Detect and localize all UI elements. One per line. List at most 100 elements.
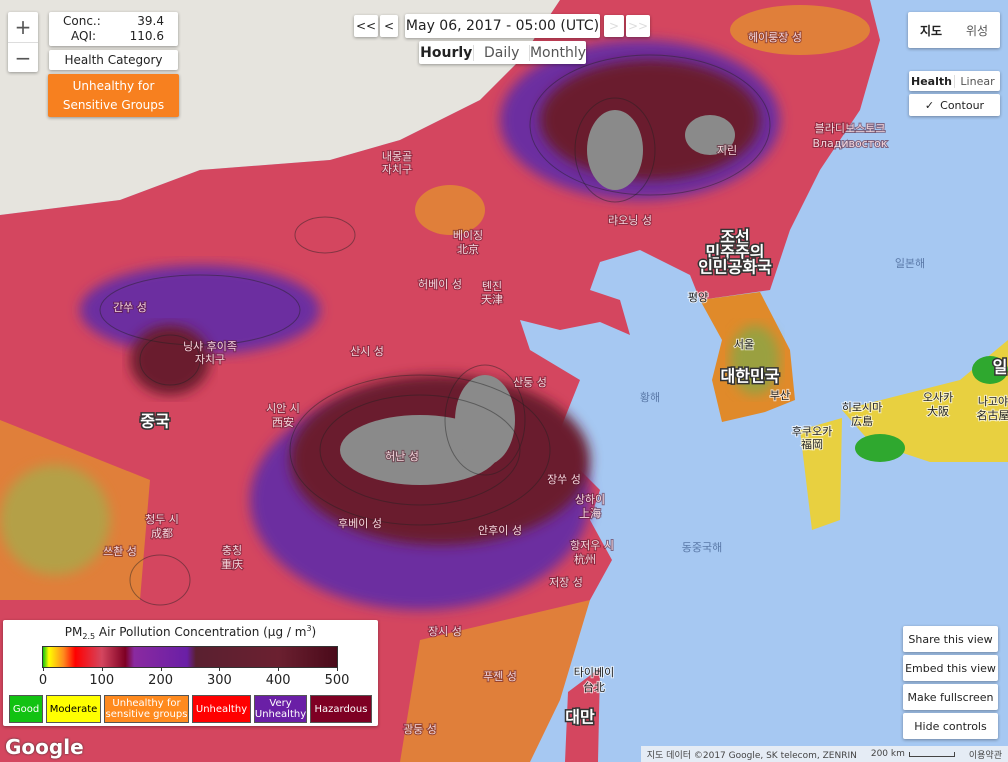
control-button[interactable]: Share this view [903, 626, 998, 652]
scale-line [908, 751, 955, 757]
google-logo: Google [5, 735, 84, 759]
legend-title-part: 3 [306, 624, 312, 633]
scale-tab[interactable]: Health [911, 74, 952, 88]
readout: Conc.: 39.4 AQI: 110.6 [49, 12, 178, 46]
place-label: 헤이룽장 성 [748, 31, 802, 44]
gray-peak [587, 110, 643, 190]
date: May 06, 2017 - 05:00 (UTC) [405, 14, 600, 38]
place-label: 福岡 [801, 437, 823, 451]
maroon [540, 60, 760, 180]
period-tabs: Hourly Daily Monthly [419, 41, 586, 64]
place-label: 히로시마 [842, 400, 882, 414]
category-mode[interactable]: Health Category [49, 50, 178, 70]
contour-toggle[interactable]: ✓ Contour [909, 94, 1000, 116]
map-type-tab[interactable]: 지도 [919, 23, 943, 38]
place-label: 上海 [579, 506, 601, 520]
control-button[interactable]: Embed this view [903, 655, 998, 681]
place-label: 평양 [688, 291, 708, 304]
place-label: 台北 [583, 680, 605, 694]
place-label: 조선 [720, 228, 749, 247]
terms[interactable]: 이용약관 [968, 750, 1002, 761]
nav-next: > [604, 15, 624, 37]
place-label: 청두 시 [145, 513, 179, 526]
place-label: 쓰촨 성 [103, 545, 137, 558]
orange-ne [730, 5, 870, 55]
legend-category: Hazardous [310, 695, 372, 723]
place-label: 자치구 [382, 163, 412, 176]
place-label: 西安 [272, 415, 294, 429]
gray-peak [455, 375, 515, 465]
place-label: 타이베이 [574, 666, 614, 679]
place-label: 서울 [734, 338, 754, 351]
label: AQI: [71, 29, 97, 43]
colorbar-tick [219, 667, 221, 671]
orange-north [415, 185, 485, 235]
period-tab[interactable]: Monthly [528, 44, 586, 61]
nav-prev[interactable]: < [380, 15, 398, 37]
colorbar-tick [337, 667, 338, 671]
zoom-out[interactable]: − [8, 41, 38, 73]
place-label: 장시 성 [428, 625, 462, 638]
japan-green [972, 356, 1008, 384]
contour-label: Contour [940, 98, 985, 112]
place-label: 톈진 [482, 280, 502, 293]
nav-first[interactable]: << [354, 15, 378, 37]
period-tab[interactable]: Daily [473, 44, 528, 61]
control-button[interactable]: Hide controls [903, 713, 998, 739]
place-label: 大阪 [927, 404, 949, 418]
japan-green [855, 434, 905, 462]
control-button[interactable]: Make fullscreen [903, 684, 998, 710]
colorbar-tick-label: 0 [38, 673, 48, 688]
place-label: 산시 성 [350, 345, 384, 358]
place-label: 부산 [770, 389, 790, 402]
orange-south [400, 600, 590, 762]
place-label: 대한민국 [721, 367, 780, 386]
place-label: 대만 [565, 708, 595, 727]
scale-text: 200 km [870, 749, 905, 759]
place-label: 내몽골 [382, 150, 412, 163]
place-label: 광둥 성 [403, 723, 437, 736]
legend-category: Unhealthy for sensitive groups [104, 695, 189, 723]
place-label: 후쿠오카 [792, 425, 832, 438]
gray-peak [685, 115, 735, 155]
taiwan [565, 668, 600, 762]
place-label: 후베이 성 [338, 517, 382, 530]
place-label: 일 [993, 358, 1008, 377]
place-label: 杭州 [574, 552, 596, 566]
place-label: 허난 성 [385, 450, 419, 463]
colorbar-tick [278, 667, 280, 671]
place-label: 장쑤 성 [547, 473, 581, 486]
current-category: Unhealthy for Sensitive Groups [48, 74, 179, 117]
period-tab[interactable]: Hourly [420, 44, 473, 61]
kyushu [800, 418, 842, 530]
place-label: 상하이 [575, 492, 605, 506]
colorbar-tick-label: 300 [206, 673, 232, 688]
purple-west [80, 265, 320, 355]
place-label: 민주주의 [706, 243, 765, 262]
place-label: 블라디보스토크 [815, 122, 886, 135]
place-label: 나고야 [978, 395, 1008, 408]
place-label: 자치구 [195, 353, 225, 366]
legend-category: Good [9, 695, 43, 723]
place-label: 항저우 시 [570, 539, 614, 552]
zoom-control: + − [8, 12, 38, 72]
map-type-tab[interactable]: 위성 [965, 23, 989, 38]
attribution: 지도 데이터 ©2017 Google, SK telecom, ZENRIN [646, 750, 857, 761]
place-label: Владивосток [812, 137, 887, 150]
place-label: 산둥 성 [513, 376, 547, 389]
value: 39.4 [137, 14, 164, 28]
value: 110.6 [129, 29, 164, 43]
place-label: 황해 [640, 390, 660, 404]
legend-category: Moderate [46, 695, 101, 723]
colorbar-tick-label: 500 [324, 673, 350, 688]
check-icon: ✓ [924, 98, 935, 112]
place-label: 허베이 성 [418, 278, 462, 291]
olive-west [0, 465, 110, 575]
zoom-in[interactable]: + [14, 14, 32, 39]
label: Conc.: [63, 14, 101, 28]
legend-title: PM2.5 Air Pollution Concentration (μg / … [3, 624, 378, 641]
nav-last: >> [626, 15, 650, 37]
scale-tab[interactable]: Linear [954, 74, 1000, 88]
place-label: 広島 [851, 414, 873, 428]
